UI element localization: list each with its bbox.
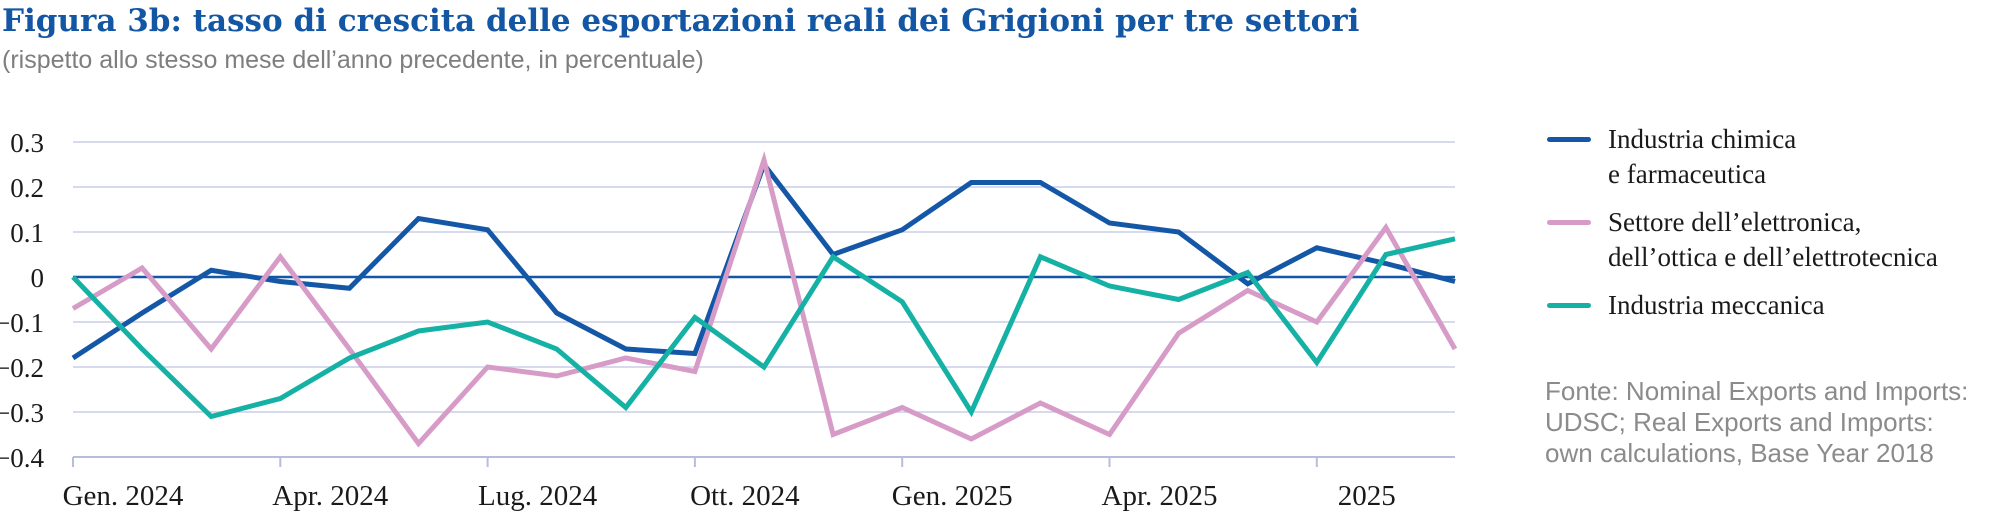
chart-area: 0.3 0.2 0.1 0 −0.1 −0.2 −0.3 −0.4 Gen. 2024 Apr. … [0, 128, 1458, 512]
legend-label-line: Settore dell’elettronica, [1608, 207, 1862, 237]
series-line-settore-dell-elettronica-dell-ottica-e-dell-elettrotecnica [71, 150, 1458, 448]
y-tick-label: 0.2 [10, 173, 44, 203]
x-tick-label: Ott. 2024 [690, 480, 800, 512]
legend-line-swatch-settore-dell-elettronica-dell-ottica-e-dell-elettrotecnica [1547, 220, 1591, 225]
legend-item-settore-dell-elettronica-dell-ottica-e-dell-elettrotecnica: Settore dell’elettronica, dell’ottica e d… [1547, 205, 1997, 275]
chart-header: Figura 3b: tasso di crescita delle espor… [2, 4, 1359, 74]
x-tick-label: Gen. 2024 [63, 480, 184, 512]
legend: Industria chimica e farmaceutica Settore d… [1547, 122, 1997, 323]
series-line-industria-meccanica [71, 236, 1456, 420]
source-line: Fonte: Nominal Exports and Imports: [1545, 376, 1969, 406]
legend-label-line: e farmaceutica [1608, 159, 1767, 189]
x-axis [72, 456, 1455, 467]
chart-subtitle: (rispetto allo stesso mese dell’anno pre… [2, 46, 704, 74]
chart-title: Figura 3b: tasso di crescita delle espor… [2, 3, 1360, 39]
series-line-industria-chimica-e-farmaceutica [71, 159, 1456, 361]
source-note: Fonte: Nominal Exports and Imports: UDSC;… [1545, 376, 1995, 469]
y-tick-label: 0.3 [10, 128, 44, 158]
y-tick-label: −0.2 [0, 353, 44, 383]
x-tick-label: Lug. 2024 [478, 480, 598, 512]
legend-label-line: dell’ottica e dell’elettrotecnica [1608, 242, 1938, 272]
legend-label: Industria meccanica [1608, 288, 1825, 323]
legend-label: Industria chimica e farmaceutica [1608, 122, 1796, 192]
y-tick-label: 0.1 [10, 218, 44, 248]
source-line: UDSC; Real Exports and Imports: [1545, 407, 1934, 437]
x-tick-label: Apr. 2025 [1102, 480, 1218, 512]
legend-label-line: Industria chimica [1608, 124, 1797, 154]
legend-line-swatch-industria-meccanica [1547, 303, 1591, 308]
line-chart: 0.3 0.2 0.1 0 −0.1 −0.2 −0.3 −0.4 Gen. 2024 Apr. … [0, 128, 1458, 512]
legend-label: Settore dell’elettronica, dell’ottica e d… [1608, 205, 1938, 275]
y-tick-label: −0.1 [0, 308, 44, 338]
x-tick-label: 2025 [1338, 480, 1396, 512]
legend-line-swatch-industria-chimica-e-farmaceutica [1547, 137, 1591, 142]
y-tick-label: 0 [31, 263, 45, 293]
x-tick-label: Gen. 2025 [892, 480, 1013, 512]
x-tick-label: Apr. 2024 [272, 480, 389, 512]
legend-item-industria-chimica-e-farmaceutica: Industria chimica e farmaceutica [1547, 122, 1997, 192]
y-tick-label: −0.4 [0, 443, 44, 473]
y-tick-label: −0.3 [0, 398, 44, 428]
legend-label-line: Industria meccanica [1608, 290, 1825, 320]
source-line: own calculations, Base Year 2018 [1545, 438, 1934, 468]
legend-item-industria-meccanica: Industria meccanica [1547, 288, 1997, 323]
